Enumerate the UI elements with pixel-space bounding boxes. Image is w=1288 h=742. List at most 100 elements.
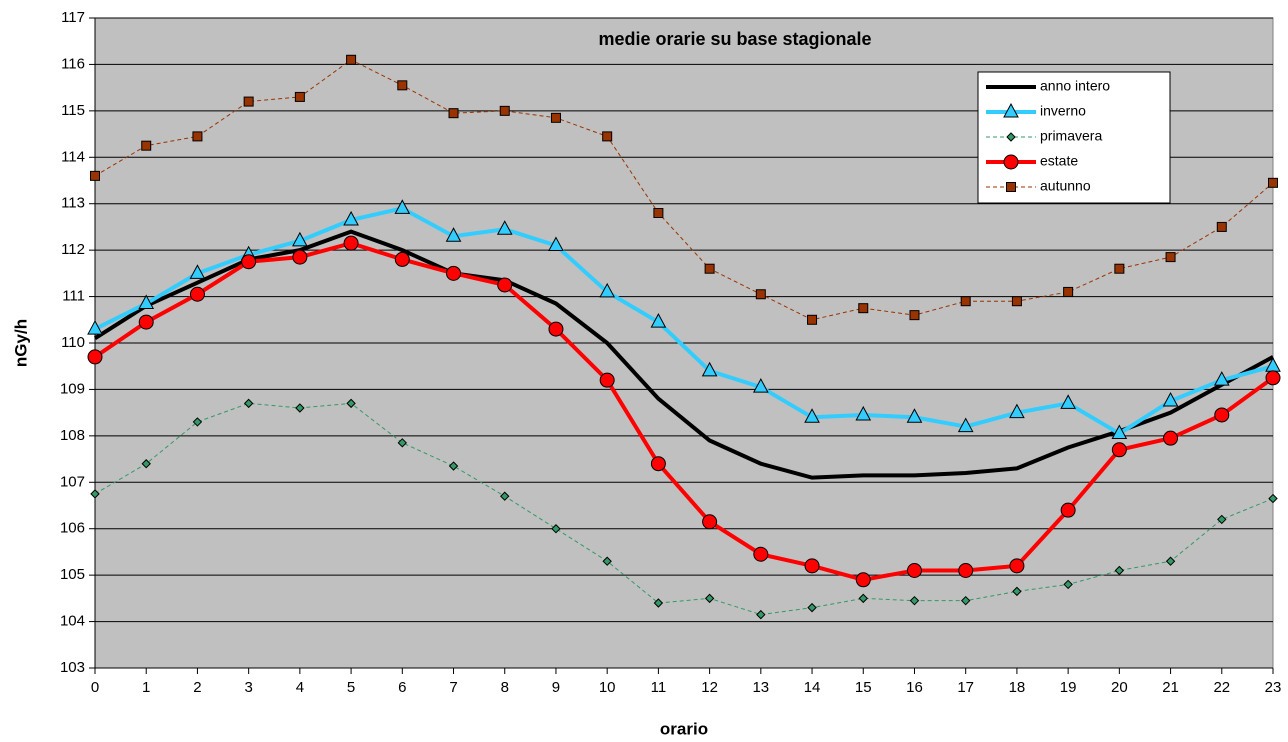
x-tick-label: 14: [804, 679, 821, 696]
marker: [1009, 558, 1025, 574]
marker: [855, 572, 871, 588]
y-tick-label: 111: [62, 288, 85, 305]
marker: [499, 105, 510, 116]
y-tick-label: 104: [60, 613, 85, 630]
x-tick-label: 10: [599, 679, 616, 696]
marker: [1265, 370, 1281, 386]
x-tick-label: 7: [449, 679, 457, 696]
x-tick-label: 17: [957, 679, 974, 696]
marker: [804, 558, 820, 574]
y-tick-label: 107: [60, 473, 85, 490]
y-tick-label: 112: [61, 241, 85, 258]
y-tick-label: 110: [61, 334, 85, 351]
y-tick-label: 103: [60, 659, 85, 676]
marker: [1012, 586, 1022, 597]
marker: [701, 361, 718, 377]
x-tick-label: 19: [1060, 679, 1077, 696]
marker: [599, 282, 616, 298]
y-tick-label: 109: [60, 380, 85, 397]
series-line: [94, 402, 1274, 616]
x-tick-label: 8: [501, 679, 509, 696]
marker: [138, 314, 154, 330]
marker: [295, 403, 305, 413]
marker: [241, 254, 257, 270]
y-tick-label: 106: [60, 520, 85, 537]
marker: [346, 398, 356, 409]
legend-label: primavera: [1040, 128, 1102, 144]
marker: [909, 595, 920, 606]
x-tick-label: 0: [91, 679, 99, 696]
marker: [704, 593, 715, 604]
marker: [755, 289, 766, 300]
marker: [500, 491, 510, 501]
marker: [807, 602, 817, 613]
x-tick-label: 15: [855, 679, 872, 696]
marker: [960, 595, 971, 606]
x-axis-label: orario: [660, 719, 708, 738]
x-tick-label: 5: [347, 679, 355, 696]
y-tick-label: 113: [61, 195, 85, 212]
y-tick-label: 105: [60, 566, 85, 583]
marker: [397, 438, 408, 448]
marker: [192, 131, 203, 142]
marker: [599, 372, 615, 388]
legend-label: autunno: [1040, 178, 1091, 194]
marker: [87, 349, 103, 365]
legend-label: inverno: [1040, 103, 1086, 119]
marker: [1011, 296, 1022, 307]
marker: [1009, 403, 1025, 419]
marker: [1060, 502, 1076, 518]
marker: [653, 208, 664, 218]
marker: [496, 220, 513, 235]
x-tick-label: 16: [906, 679, 923, 696]
marker: [551, 524, 561, 534]
marker: [957, 417, 974, 433]
marker: [548, 236, 564, 251]
marker: [397, 80, 408, 91]
marker: [1165, 252, 1176, 263]
marker: [189, 264, 206, 279]
marker: [756, 609, 766, 620]
marker: [906, 563, 922, 578]
legend-label: anno intero: [1040, 78, 1110, 94]
marker: [1003, 102, 1019, 118]
y-tick-label: 114: [61, 148, 85, 165]
marker: [960, 296, 971, 307]
marker: [1165, 556, 1176, 566]
marker: [1213, 371, 1230, 386]
marker: [1063, 286, 1074, 297]
marker: [243, 96, 254, 107]
marker: [243, 398, 254, 409]
x-tick-label: 13: [752, 679, 769, 696]
marker: [90, 489, 100, 499]
marker: [753, 546, 769, 562]
marker: [804, 408, 820, 423]
series-line: [94, 59, 1274, 321]
x-tick-label: 12: [701, 679, 718, 696]
marker: [1217, 514, 1227, 525]
legend-label: estate: [1040, 153, 1078, 169]
marker: [1163, 430, 1179, 446]
marker: [1214, 407, 1230, 423]
marker: [394, 251, 410, 267]
marker: [343, 235, 359, 251]
marker: [1111, 424, 1128, 440]
y-tick-label: 108: [60, 427, 85, 444]
series-line: [93, 241, 1275, 582]
marker: [446, 265, 462, 281]
x-tick-label: 4: [296, 679, 304, 696]
marker: [906, 408, 923, 423]
marker: [1006, 132, 1016, 142]
marker: [704, 263, 715, 274]
marker: [702, 514, 718, 530]
marker: [1268, 493, 1278, 504]
x-tick-label: 11: [651, 679, 667, 696]
marker: [858, 593, 868, 604]
marker: [189, 286, 205, 302]
marker: [448, 461, 459, 471]
x-tick-label: 21: [1162, 679, 1179, 696]
y-tick-label: 115: [61, 102, 85, 119]
marker: [394, 199, 411, 214]
marker: [1114, 263, 1125, 274]
